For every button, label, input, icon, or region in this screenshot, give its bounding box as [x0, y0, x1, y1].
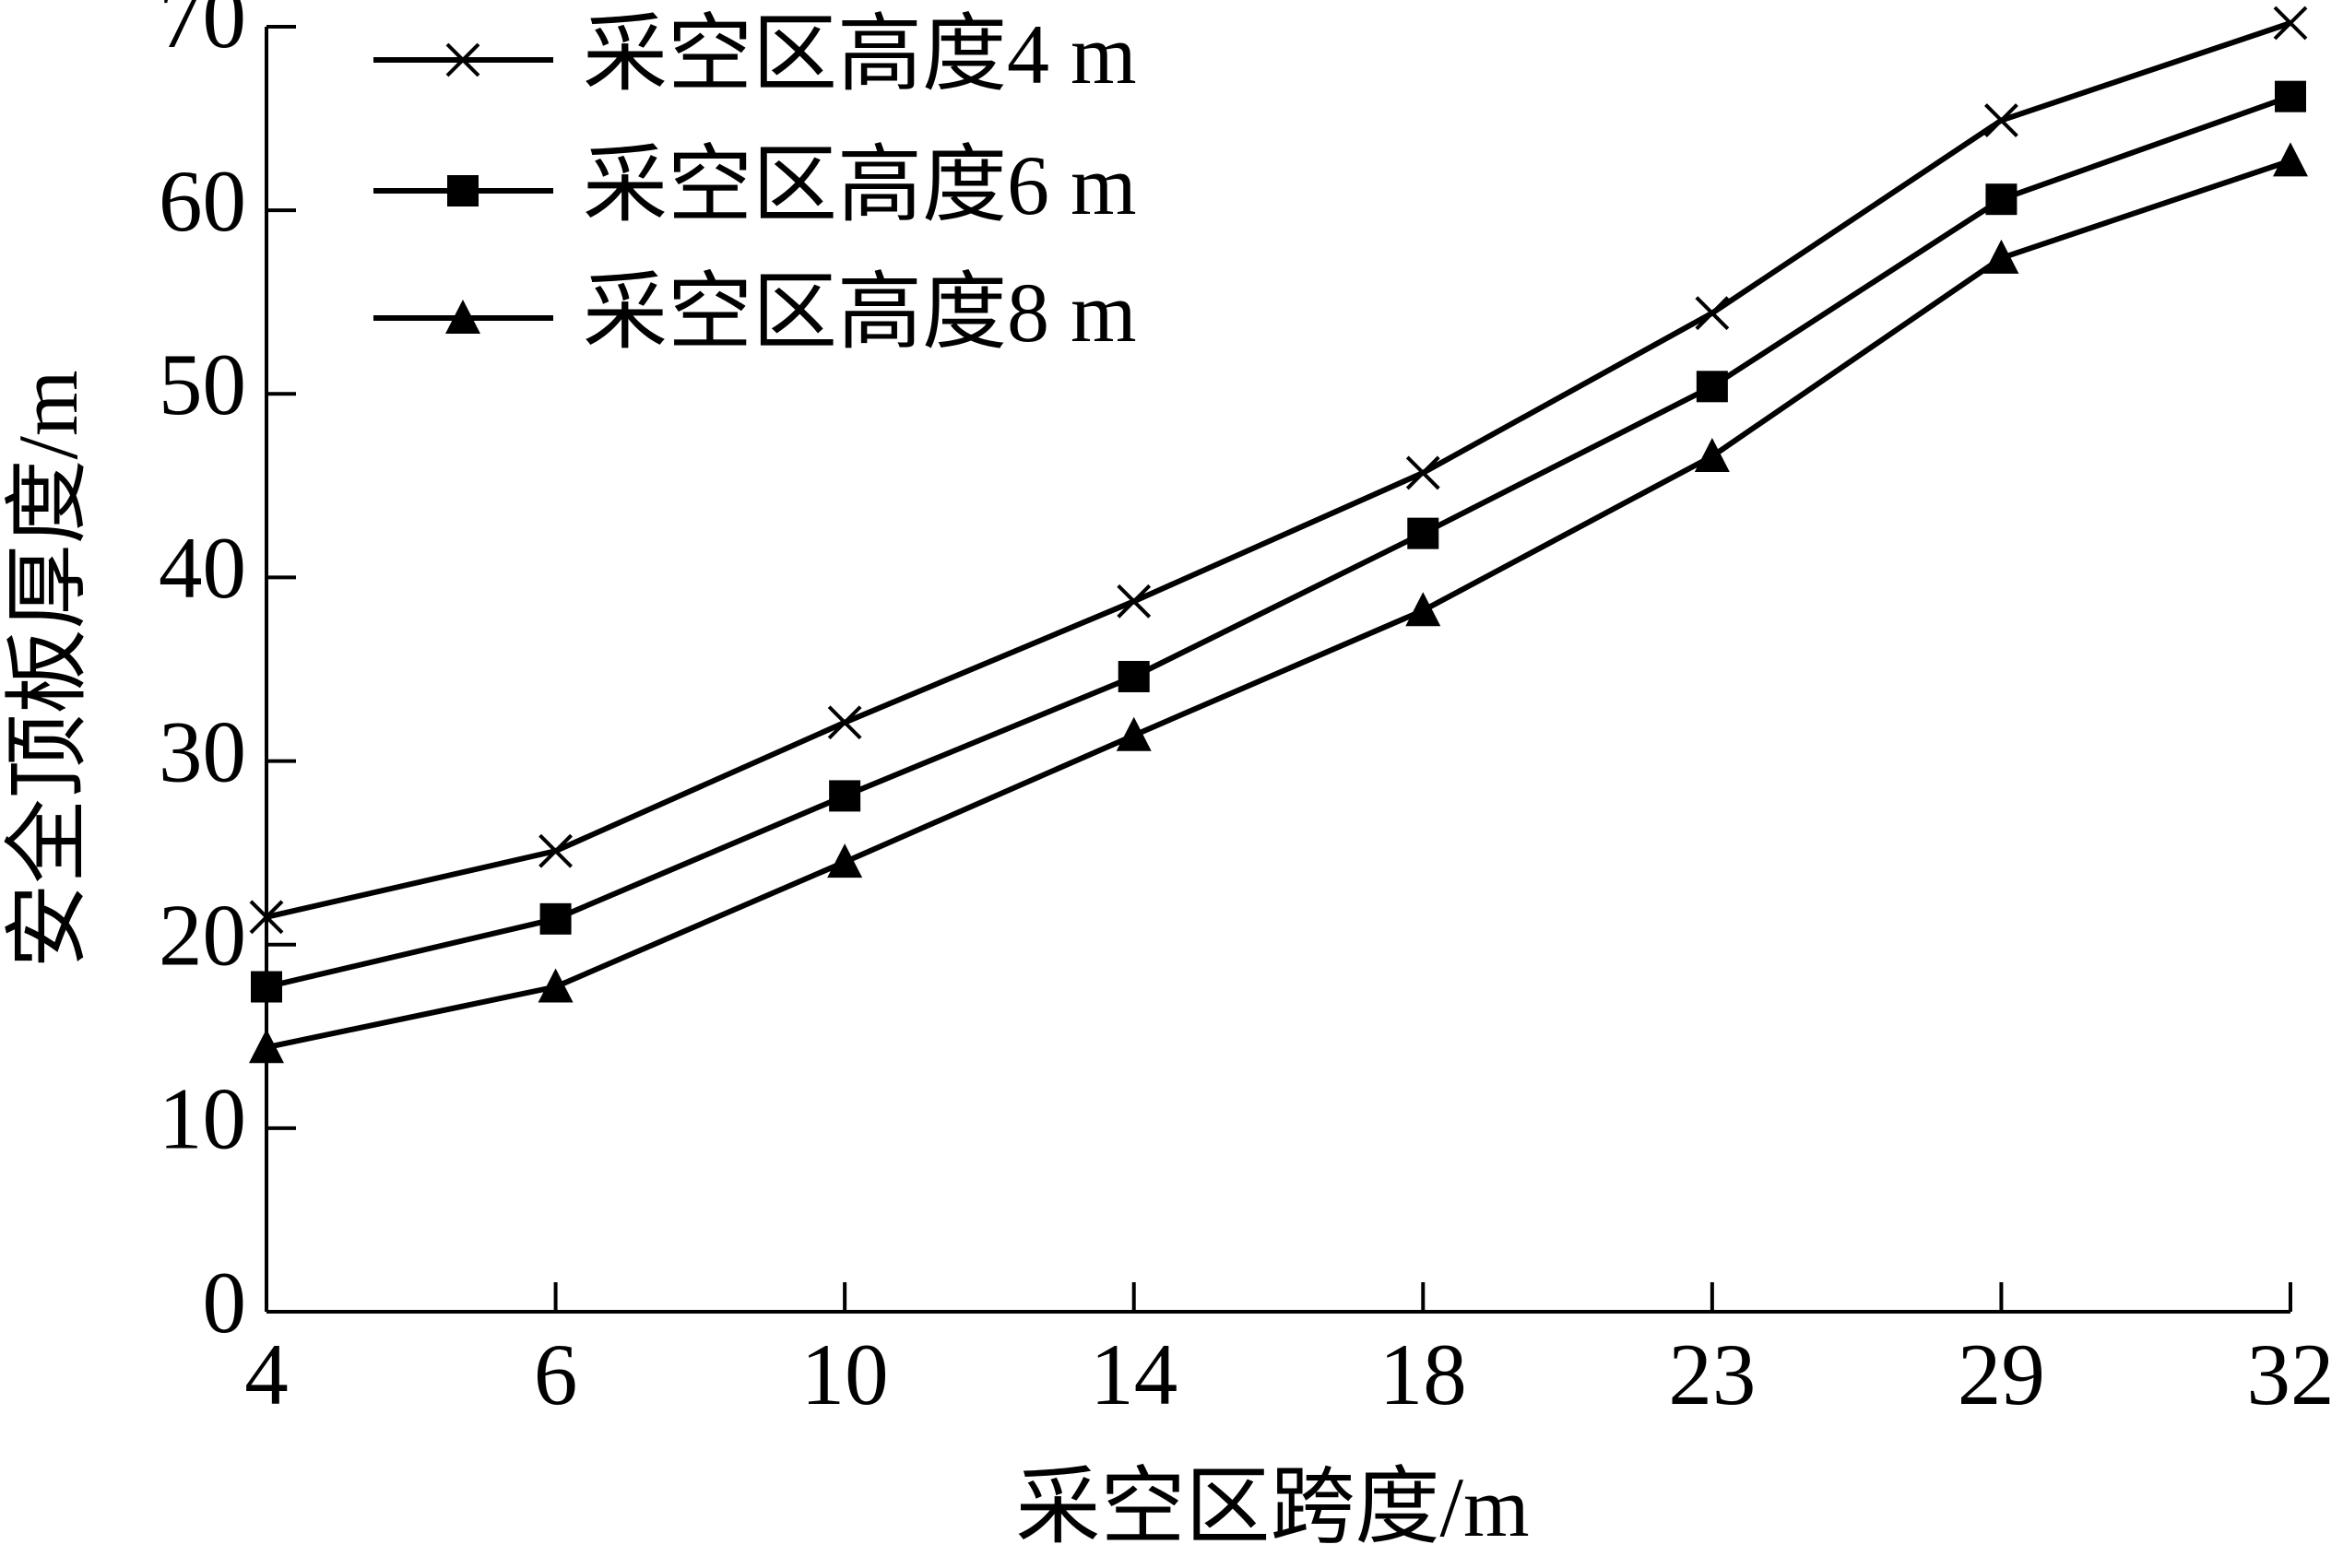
- legend-label: 采空区高度8 m: [583, 265, 1137, 360]
- x-tick-label: 29: [1958, 1326, 2045, 1423]
- marker: [539, 902, 572, 935]
- x-tick-label: 23: [1668, 1326, 1756, 1423]
- marker: [827, 705, 862, 740]
- marker: [2273, 6, 2308, 41]
- marker: [1407, 517, 1439, 549]
- x-tick-label: 18: [1379, 1326, 1467, 1423]
- y-tick-label: 60: [159, 152, 246, 250]
- marker: [1118, 660, 1150, 692]
- marker: [1116, 716, 1152, 751]
- x-tick-label: 6: [534, 1326, 578, 1423]
- x-tick-label: 14: [1090, 1326, 1177, 1423]
- marker: [1694, 437, 1730, 472]
- y-tick-label: 0: [203, 1254, 247, 1351]
- legend-label: 采空区高度6 m: [583, 138, 1137, 232]
- marker: [538, 968, 574, 1003]
- y-tick-label: 10: [159, 1070, 246, 1168]
- marker: [251, 971, 282, 1003]
- y-tick-label: 30: [159, 702, 246, 800]
- y-tick-label: 50: [159, 336, 246, 433]
- legend-label: 采空区高度4 m: [583, 7, 1137, 101]
- y-axis-label: 安全顶板厚度/m: [1, 370, 95, 968]
- marker: [249, 900, 284, 935]
- marker: [249, 1029, 284, 1064]
- series-line: [266, 20, 2291, 920]
- marker: [2273, 142, 2308, 177]
- marker: [2275, 80, 2306, 112]
- marker: [538, 833, 573, 868]
- marker: [1405, 592, 1441, 627]
- x-axis-label: 采空区跨度/m: [1015, 1460, 1529, 1554]
- y-tick-label: 20: [159, 887, 246, 984]
- marker: [1405, 455, 1440, 490]
- series-line: [266, 158, 2291, 1051]
- marker: [827, 843, 863, 878]
- legend-marker: [447, 175, 479, 206]
- y-tick-label: 40: [159, 519, 246, 617]
- marker: [1117, 584, 1152, 619]
- marker: [1984, 103, 2018, 137]
- marker: [1985, 183, 2018, 216]
- marker: [829, 780, 861, 812]
- x-tick-label: 32: [2247, 1326, 2335, 1423]
- marker: [1695, 296, 1730, 331]
- y-tick-label: 70: [159, 0, 246, 66]
- legend-marker: [445, 300, 480, 334]
- series-line: [266, 93, 2292, 990]
- x-tick-label: 4: [244, 1326, 289, 1423]
- marker: [1983, 239, 2019, 274]
- legend-marker: [445, 42, 480, 77]
- marker: [1696, 371, 1728, 403]
- x-tick-label: 10: [801, 1326, 889, 1423]
